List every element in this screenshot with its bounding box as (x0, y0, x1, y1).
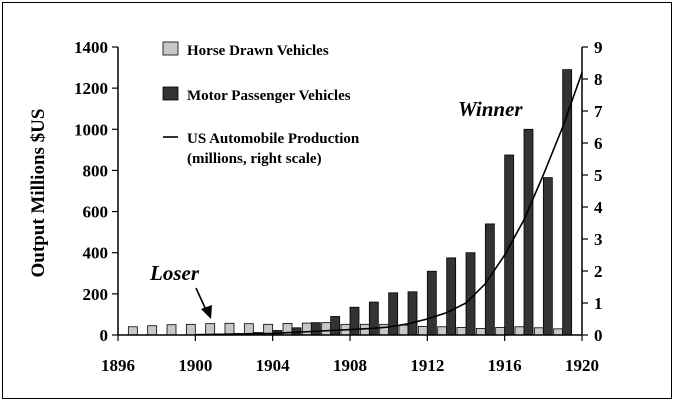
bar-horse-1897 (127, 326, 138, 336)
legend-label-horse: Horse Drawn Vehicles (187, 43, 329, 59)
bar-motor-1914 (465, 252, 476, 336)
legend-label-production: US Automobile Production (187, 131, 360, 147)
y-tick-label: 600 (83, 203, 109, 222)
bar-motor-1918 (542, 177, 553, 336)
y-tick-label: 1200 (74, 79, 108, 98)
bar-horse-1912 (417, 325, 428, 336)
x-tick-label: 1912 (410, 356, 444, 375)
bar-motor-1910 (388, 292, 399, 336)
y2-tick-label: 5 (594, 166, 603, 185)
x-tick-label: 1896 (101, 356, 135, 375)
bar-horse-1911 (398, 324, 409, 336)
annotation-winner: Winner (458, 97, 523, 121)
bar-motor-1916 (504, 154, 515, 336)
y-axis-label: Output Millions $US (28, 109, 49, 278)
bar-horse-1906 (301, 322, 312, 336)
legend-swatch-horse (162, 41, 179, 56)
bar-horse-1907 (321, 322, 332, 336)
line-us-automobile-production (195, 72, 583, 336)
y2-tick-label: 7 (594, 102, 603, 121)
bar-motor-1917 (523, 128, 534, 336)
bar-horse-1900 (185, 323, 196, 336)
bar-horse-1901 (205, 323, 216, 336)
bar-motor-1912 (426, 270, 437, 336)
bar-motor-1913 (446, 257, 457, 336)
bar-horse-1916 (495, 326, 506, 336)
y2-tick-label: 2 (594, 262, 603, 281)
y-tick-label: 200 (83, 285, 109, 304)
legend-label-motor: Motor Passenger Vehicles (187, 88, 351, 104)
y-tick-label: 0 (100, 326, 109, 345)
bar-motor-1911 (407, 291, 418, 336)
y-tick-label: 1400 (74, 38, 108, 57)
bar-horse-1915 (475, 328, 486, 336)
bar-horse-1899 (166, 324, 177, 336)
bar-motor-1915 (484, 223, 495, 336)
bar-horse-1914 (456, 326, 467, 336)
bar-motor-1906 (310, 322, 321, 336)
legend-swatch-motor (162, 86, 179, 101)
y2-tick-label: 9 (594, 38, 603, 57)
bar-horse-1919 (553, 328, 564, 336)
bar-horse-1913 (437, 326, 448, 336)
y2-tick-label: 8 (594, 70, 603, 89)
loser-arrow-head (201, 305, 212, 319)
x-tick-label: 1920 (565, 356, 599, 375)
y2-tick-label: 0 (594, 326, 603, 345)
y2-tick-label: 3 (594, 230, 603, 249)
x-tick-label: 1900 (178, 356, 212, 375)
y2-tick-label: 6 (594, 134, 603, 153)
bar-motor-1908 (349, 306, 360, 336)
x-tick-label: 1904 (256, 356, 291, 375)
bar-motor-1909 (368, 301, 379, 336)
x-tick-label: 1908 (333, 356, 367, 375)
bar-horse-1918 (533, 327, 544, 336)
bar-horse-1898 (147, 325, 158, 336)
bar-motor-1919 (562, 69, 573, 336)
bar-horse-1917 (514, 326, 525, 336)
legend-label-production-line2: (millions, right scale) (187, 151, 322, 167)
bar-motor-1907 (330, 316, 341, 336)
y2-tick-label: 4 (594, 198, 603, 217)
bar-horse-1910 (379, 323, 390, 336)
y-tick-label: 400 (83, 244, 109, 263)
x-tick-label: 1916 (488, 356, 522, 375)
annotation-loser: Loser (149, 261, 200, 285)
y-tick-label: 1000 (74, 120, 108, 139)
y2-tick-label: 1 (594, 294, 603, 313)
y-tick-label: 800 (83, 161, 109, 180)
loser-arrow-shaft (195, 287, 207, 311)
